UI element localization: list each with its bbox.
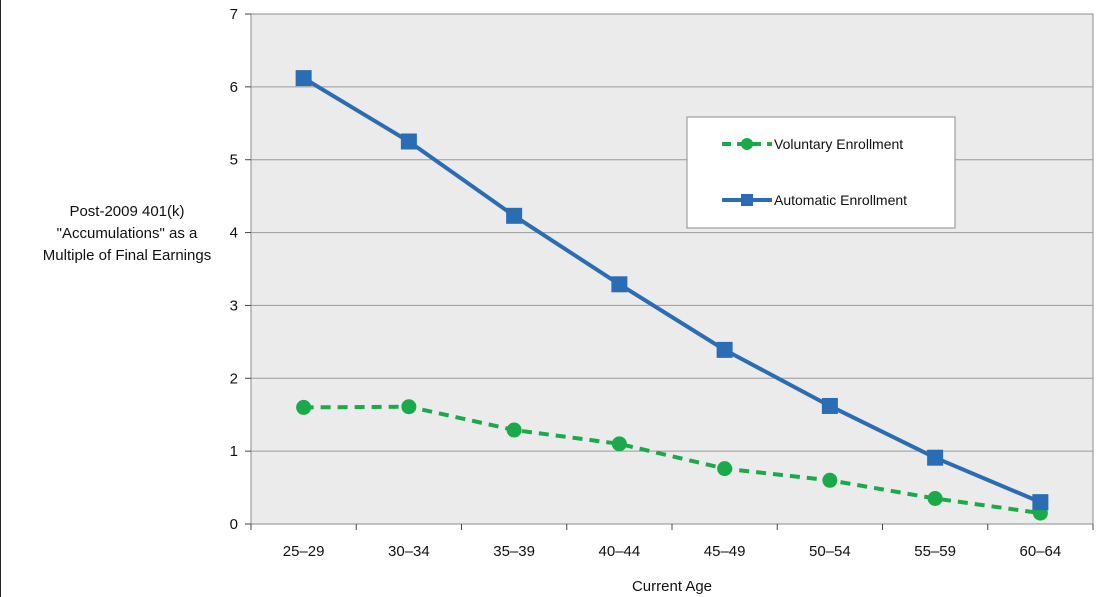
data-point bbox=[716, 341, 733, 358]
y-axis-title-line-1: Post-2009 401(k) bbox=[69, 203, 184, 220]
series-automatic bbox=[295, 70, 1049, 511]
series-line bbox=[303, 404, 1041, 516]
x-tick-label: 35–39 bbox=[493, 543, 535, 560]
y-tick-label: 7 bbox=[230, 6, 238, 23]
data-point bbox=[506, 422, 522, 438]
x-tick-label: 30–34 bbox=[388, 543, 430, 560]
y-tick-label: 6 bbox=[230, 79, 238, 96]
y-tick-label: 1 bbox=[230, 443, 238, 460]
data-point bbox=[927, 449, 944, 466]
y-tick-label: 3 bbox=[230, 297, 238, 314]
x-tick-label: 50–54 bbox=[809, 543, 851, 560]
y-tick-label: 2 bbox=[230, 370, 238, 387]
series-voluntary bbox=[296, 399, 1048, 521]
y-axis-title-line-3: Multiple of Final Earnings bbox=[43, 247, 211, 264]
legend-voluntary-marker bbox=[741, 138, 753, 150]
data-point bbox=[506, 207, 523, 224]
data-point bbox=[295, 70, 312, 87]
data-point bbox=[401, 399, 417, 415]
series-layer bbox=[295, 70, 1049, 521]
x-axis-ticks: 25–29 30–34 35–39 40–44 45–49 50–54 55–59 60–64 bbox=[250, 524, 1094, 560]
x-tick-label: 45–49 bbox=[704, 543, 746, 560]
legend-box bbox=[686, 116, 956, 229]
y-axis-ticks: 0 1 2 3 4 5 6 7 bbox=[230, 6, 251, 533]
data-point bbox=[611, 436, 627, 452]
data-point bbox=[296, 399, 312, 415]
data-point bbox=[717, 461, 733, 477]
y-tick-label: 4 bbox=[230, 225, 238, 242]
plot-area bbox=[250, 13, 1094, 525]
y-tick-label: 0 bbox=[230, 516, 238, 533]
legend-voluntary-label: Voluntary Enrollment bbox=[774, 136, 903, 152]
gridlines bbox=[251, 86, 1093, 452]
data-point bbox=[611, 276, 628, 293]
legend-automatic-label: Automatic Enrollment bbox=[774, 192, 907, 208]
x-axis-title: Current Age bbox=[632, 578, 712, 595]
y-axis-title: Post-2009 401(k) "Accumulations" as a Mu… bbox=[43, 203, 211, 264]
y-axis-title-line-2: "Accumulations" as a bbox=[57, 225, 198, 242]
x-tick-label: 25–29 bbox=[283, 543, 325, 560]
series-line bbox=[302, 76, 1042, 504]
y-tick-label: 5 bbox=[230, 152, 238, 169]
x-tick-label: 55–59 bbox=[914, 543, 956, 560]
data-point bbox=[822, 472, 838, 488]
legend: Voluntary Enrollment Automatic Enrollmen… bbox=[686, 116, 956, 229]
x-tick-label: 60–64 bbox=[1020, 543, 1062, 560]
data-point bbox=[927, 491, 943, 506]
x-tick-label: 40–44 bbox=[599, 543, 641, 560]
legend-automatic-marker bbox=[741, 194, 753, 206]
data-point bbox=[400, 133, 417, 150]
data-point bbox=[821, 397, 838, 414]
data-point bbox=[1032, 494, 1049, 511]
